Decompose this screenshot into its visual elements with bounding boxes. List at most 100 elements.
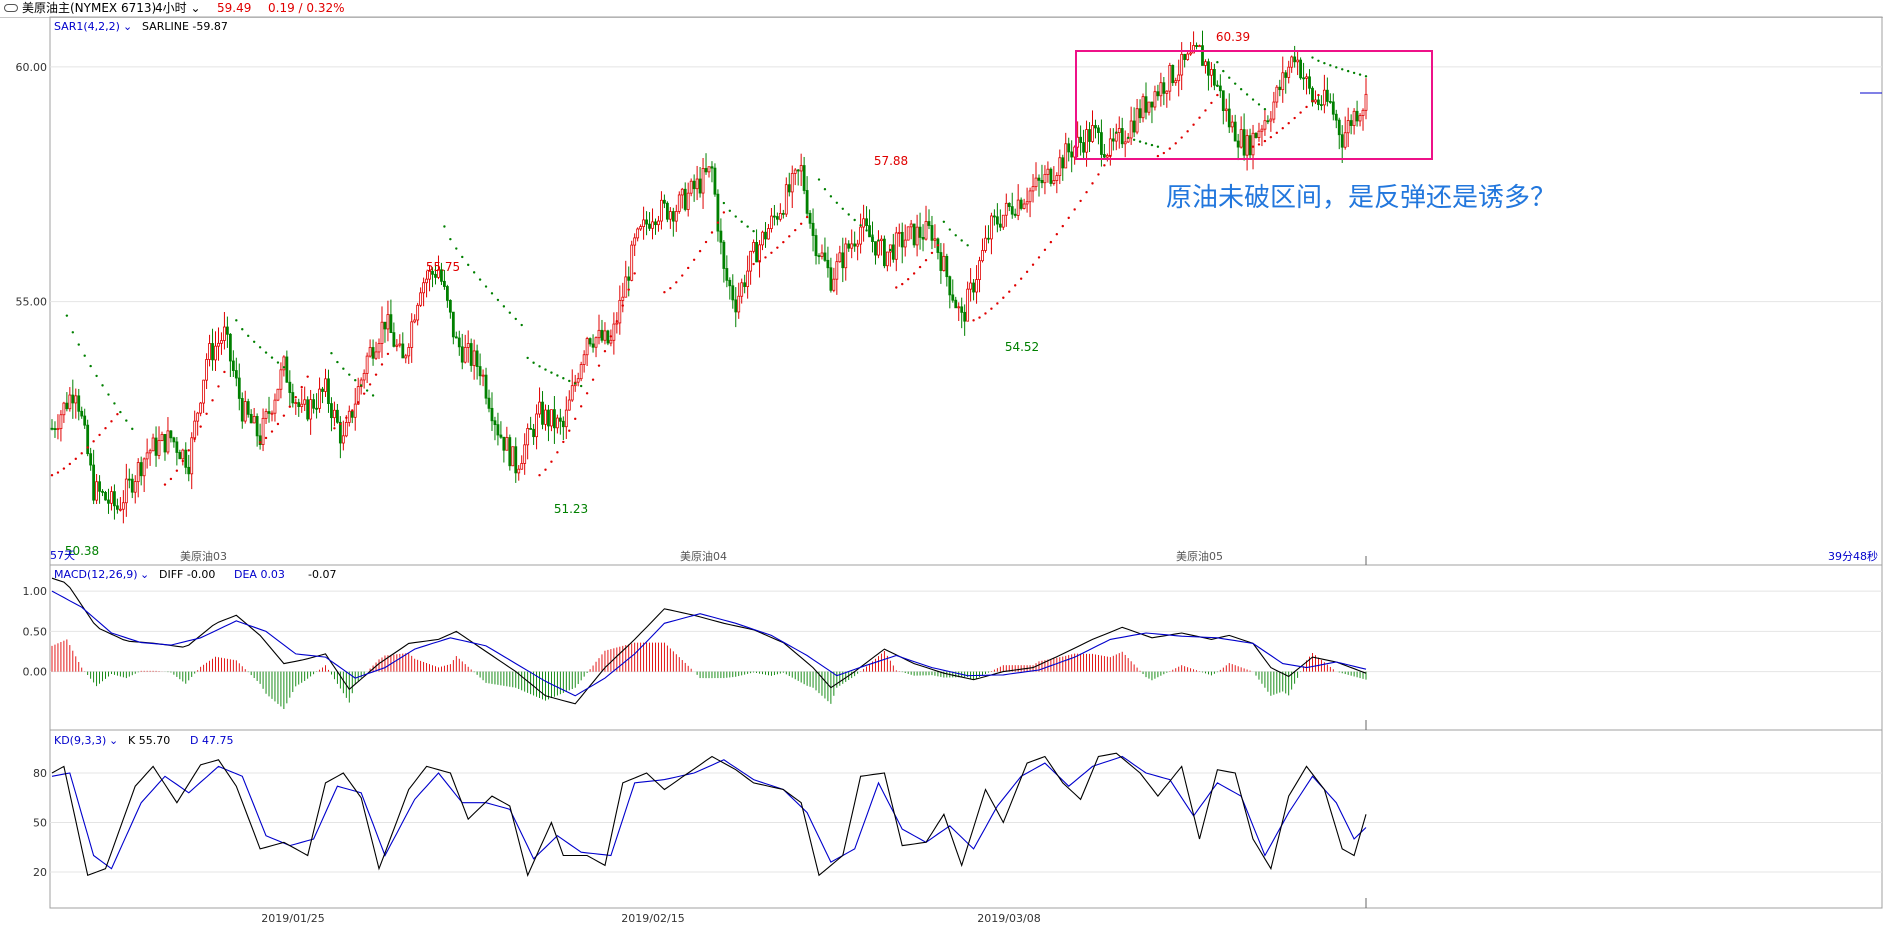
candle-body	[107, 499, 110, 504]
sar-dot	[1233, 82, 1237, 85]
candle-body	[419, 292, 423, 306]
sar-dot	[258, 441, 262, 444]
candle-body	[1138, 108, 1142, 119]
candle-body	[799, 165, 803, 172]
candle-body	[704, 168, 708, 173]
sar-dot	[550, 371, 553, 374]
sar-dot	[1341, 68, 1344, 71]
sar-dot	[579, 405, 583, 408]
candle-body	[335, 409, 339, 423]
candle-body	[338, 421, 342, 444]
candle-body	[1245, 135, 1249, 156]
candle-body	[133, 481, 137, 493]
period-selector[interactable]: 4小时 ⌄	[155, 0, 201, 17]
candle-body	[428, 270, 431, 280]
candle-body	[850, 243, 854, 249]
candle-body	[903, 239, 907, 248]
candle-body	[1269, 118, 1273, 122]
sar-dot	[550, 460, 553, 463]
candle-body	[309, 399, 313, 420]
candle-body	[1364, 93, 1368, 111]
candle-body	[163, 434, 167, 453]
candle-body	[731, 285, 735, 301]
sar-dot	[354, 378, 357, 382]
candle-body	[1230, 121, 1234, 128]
candle-body	[1320, 104, 1323, 106]
candle-body	[1111, 138, 1115, 142]
sar-dot	[1156, 154, 1160, 158]
sar-dot	[556, 374, 559, 377]
candle-body	[1266, 120, 1270, 123]
sar-dot	[615, 319, 619, 323]
annotation-text: 原油未破区间，是反弹还是诱多？	[1166, 183, 1556, 213]
candle-body	[356, 386, 360, 405]
sar-dot	[722, 211, 726, 214]
candle-body	[600, 329, 604, 341]
candle-body	[288, 381, 292, 393]
candle-body	[1067, 143, 1071, 153]
link-icon[interactable]	[4, 4, 18, 12]
macd-panel-frame	[49, 564, 1883, 731]
candle-body	[588, 338, 592, 345]
candle-body	[1254, 132, 1258, 138]
sar-dot	[912, 272, 916, 275]
candle-body	[1094, 125, 1097, 129]
candle-body	[392, 332, 396, 347]
candle-body	[1287, 66, 1291, 78]
candle-body	[612, 323, 616, 341]
candle-body	[1242, 129, 1246, 156]
kd-indicator-label[interactable]: KD(9,3,3)	[54, 734, 106, 747]
sar-dot	[746, 225, 749, 228]
sar-indicator-label[interactable]: SAR1(4,2,2)	[54, 20, 120, 33]
candle-body	[868, 225, 871, 238]
sar-dot	[698, 249, 702, 253]
sar-dot	[386, 352, 390, 356]
candle-body	[882, 238, 886, 267]
sar-dot	[50, 474, 54, 477]
sar-dot	[770, 251, 773, 254]
sar-dot	[175, 469, 179, 472]
candle-body	[1322, 89, 1326, 106]
sar-dot	[1150, 143, 1154, 147]
candle-body	[514, 446, 518, 474]
candle-body	[609, 339, 613, 344]
candle-body	[225, 326, 229, 335]
instrument-name[interactable]: 美原油主(NYMEX 6713)	[22, 1, 157, 15]
candle-body	[1043, 173, 1047, 184]
candle-body	[1352, 110, 1356, 126]
sar-dot	[502, 305, 506, 308]
sar-dot	[205, 412, 208, 415]
candle-body	[205, 359, 208, 381]
candle-body	[992, 215, 996, 218]
candle-body	[1349, 120, 1353, 126]
candle-body	[264, 411, 268, 419]
chevron-down-icon[interactable]: ⌄	[140, 568, 149, 581]
chevron-down-icon[interactable]: ⌄	[109, 734, 118, 747]
sar-dot	[235, 319, 238, 322]
sar-dot	[1014, 284, 1017, 287]
sar-dot	[675, 281, 678, 284]
candle-body	[113, 491, 116, 507]
candle-body	[1174, 80, 1178, 84]
candle-body	[885, 251, 889, 267]
candle-body	[969, 282, 973, 290]
candle-body	[915, 226, 919, 246]
macd-indicator-label[interactable]: MACD(12,26,9)	[54, 568, 138, 581]
candle-body	[535, 413, 538, 438]
sar-dot	[817, 178, 821, 181]
sar-dot	[841, 207, 844, 210]
x-tick-label: 2019/02/15	[621, 912, 684, 925]
sar-dot	[877, 239, 880, 242]
sar-dot	[1121, 134, 1124, 137]
candle-body	[1293, 56, 1297, 63]
candle-body	[59, 414, 63, 430]
candle-body	[448, 299, 452, 313]
candle-body	[713, 167, 717, 195]
sar-dot	[1091, 182, 1094, 185]
chevron-down-icon[interactable]: ⌄	[123, 20, 132, 33]
sar-dot	[823, 188, 827, 191]
candle-body	[1064, 143, 1068, 169]
candle-body	[508, 437, 512, 467]
y-tick-label: 20	[33, 866, 47, 879]
